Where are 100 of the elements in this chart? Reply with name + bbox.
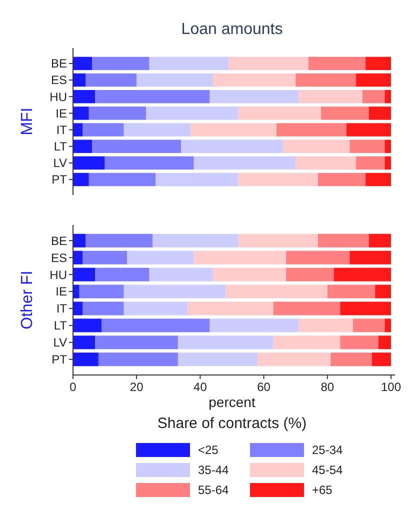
y-tick-label: PT xyxy=(52,352,68,367)
bar xyxy=(362,90,385,104)
legend-label: +65 xyxy=(312,483,333,498)
bar xyxy=(212,73,296,87)
y-tick-label: LT xyxy=(54,140,68,154)
bar xyxy=(86,234,152,248)
bar xyxy=(73,268,96,282)
x-tick-label: 40 xyxy=(194,380,208,394)
x-tick-label: 20 xyxy=(130,380,144,394)
legend-label: <25 xyxy=(198,443,219,458)
y-tick-label: HU xyxy=(50,90,67,104)
bar xyxy=(318,172,366,186)
bar xyxy=(73,73,86,87)
bar xyxy=(318,234,369,248)
bar xyxy=(321,106,369,120)
bar xyxy=(73,106,89,120)
bar xyxy=(178,336,274,350)
bar xyxy=(156,172,238,186)
bar xyxy=(194,250,286,264)
legend-label: 25-34 xyxy=(312,443,344,458)
bar xyxy=(257,352,331,366)
bar xyxy=(298,318,353,332)
y-tick-label: IE xyxy=(56,106,67,120)
bar xyxy=(350,250,391,264)
bar xyxy=(210,90,299,104)
bar xyxy=(73,250,83,264)
bar xyxy=(73,302,83,316)
bar xyxy=(273,302,340,316)
bar xyxy=(136,73,213,87)
y-axis-title: Other FI xyxy=(19,270,36,330)
bar xyxy=(124,123,191,136)
bar xyxy=(356,156,385,170)
bar xyxy=(73,123,83,136)
bar xyxy=(73,318,102,332)
bar xyxy=(88,172,156,186)
bar xyxy=(73,156,105,170)
bar xyxy=(238,172,318,186)
bar xyxy=(190,123,277,136)
bar xyxy=(73,90,96,104)
bar xyxy=(181,140,283,154)
chart-title: Loan amounts xyxy=(181,21,283,38)
legend-label: 55-64 xyxy=(198,483,230,498)
y-tick-label: IT xyxy=(56,122,68,137)
bar xyxy=(334,268,391,282)
bar xyxy=(228,56,308,70)
bar xyxy=(346,123,391,136)
bar xyxy=(124,284,226,298)
bar xyxy=(194,156,296,170)
bar xyxy=(79,284,124,298)
bar xyxy=(92,56,150,70)
bar xyxy=(238,234,318,248)
y-tick-label: HU xyxy=(50,268,67,282)
bar xyxy=(372,352,391,366)
bar xyxy=(95,268,150,282)
bar xyxy=(149,268,213,282)
bar xyxy=(384,156,391,170)
bar xyxy=(296,73,356,87)
bar xyxy=(226,284,328,298)
bar xyxy=(368,106,391,120)
bar xyxy=(378,336,391,350)
bar xyxy=(340,302,391,316)
bar xyxy=(238,106,322,120)
bar xyxy=(384,318,391,332)
bar xyxy=(330,352,372,366)
bar xyxy=(124,302,188,316)
bar xyxy=(340,336,378,350)
bar xyxy=(73,284,80,298)
bar xyxy=(73,352,98,366)
bar xyxy=(152,234,238,248)
x-tick-label: 60 xyxy=(257,380,271,394)
bar xyxy=(104,156,194,170)
bar xyxy=(92,140,182,154)
bar xyxy=(296,156,356,170)
bar xyxy=(73,140,92,154)
bar xyxy=(178,352,258,366)
y-tick-label: LV xyxy=(53,156,67,170)
y-tick-label: BE xyxy=(50,234,67,248)
bar xyxy=(82,250,128,264)
bar xyxy=(298,90,362,104)
bar xyxy=(82,302,124,316)
legend-title: Share of contracts (%) xyxy=(157,415,307,432)
bar xyxy=(212,268,286,282)
y-tick-label: BE xyxy=(50,56,67,71)
y-tick-label: ES xyxy=(50,73,67,88)
bar xyxy=(327,284,376,298)
bar xyxy=(146,106,238,120)
bar xyxy=(350,140,385,154)
bar xyxy=(102,318,210,332)
bar xyxy=(86,73,137,87)
bar xyxy=(276,123,346,136)
bar xyxy=(366,172,391,186)
bar xyxy=(187,302,274,316)
bar xyxy=(352,318,385,332)
bar xyxy=(88,106,146,120)
x-axis-title: percent xyxy=(208,394,256,410)
bar xyxy=(356,73,391,87)
bar xyxy=(73,56,92,70)
bar xyxy=(127,250,194,264)
bar xyxy=(282,140,350,154)
bar xyxy=(73,172,89,186)
